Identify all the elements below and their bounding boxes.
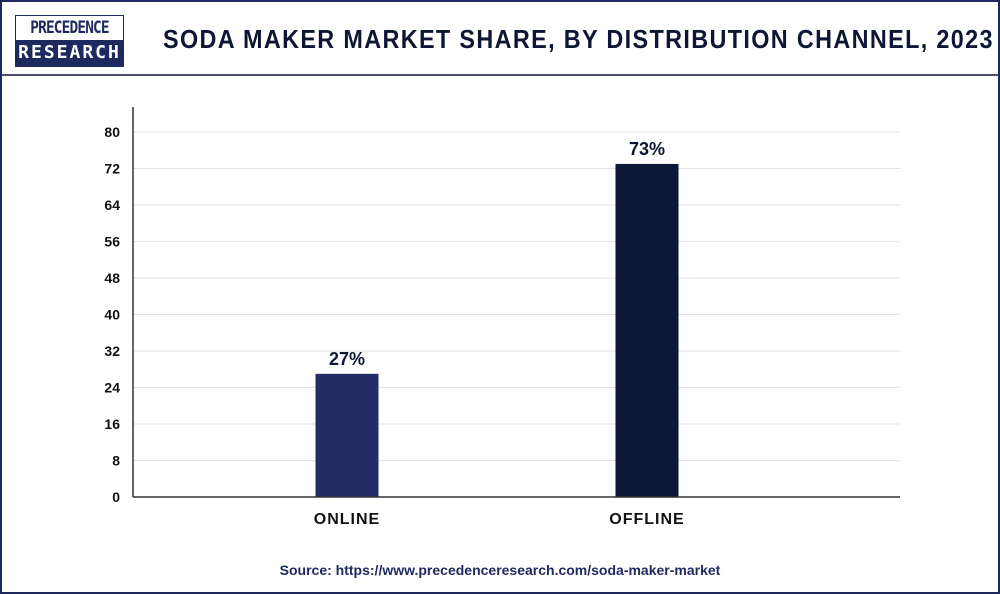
y-tick-label: 8 — [112, 453, 120, 469]
x-tick-label: OFFLINE — [609, 511, 684, 528]
y-tick-label: 72 — [104, 161, 120, 177]
data-label: 27% — [329, 349, 365, 369]
logo-line2: RESEARCH — [16, 40, 123, 66]
data-label: 73% — [629, 139, 665, 159]
y-tick-label: 56 — [104, 234, 120, 250]
y-tick-label: 64 — [104, 197, 120, 213]
y-tick-label: 48 — [104, 270, 120, 286]
x-tick-label: ONLINE — [314, 511, 380, 528]
y-tick-label: 32 — [104, 343, 120, 359]
source-text: Source: https://www.precedenceresearch.c… — [279, 562, 721, 578]
bar-offline — [615, 163, 679, 497]
y-tick-label: 24 — [104, 380, 120, 396]
y-tick-label: 16 — [104, 416, 120, 432]
logo-line1: PRECEDENCE — [24, 16, 115, 40]
y-tick-label: 0 — [112, 489, 120, 505]
logo: PRECEDENCE RESEARCH — [15, 15, 124, 67]
y-tick-label: 80 — [104, 124, 120, 140]
y-tick-label: 40 — [104, 307, 120, 323]
header-divider — [2, 74, 998, 76]
chart-title: SODA MAKER MARKET SHARE, BY DISTRIBUTION… — [163, 24, 1000, 54]
bar-online — [315, 373, 379, 497]
